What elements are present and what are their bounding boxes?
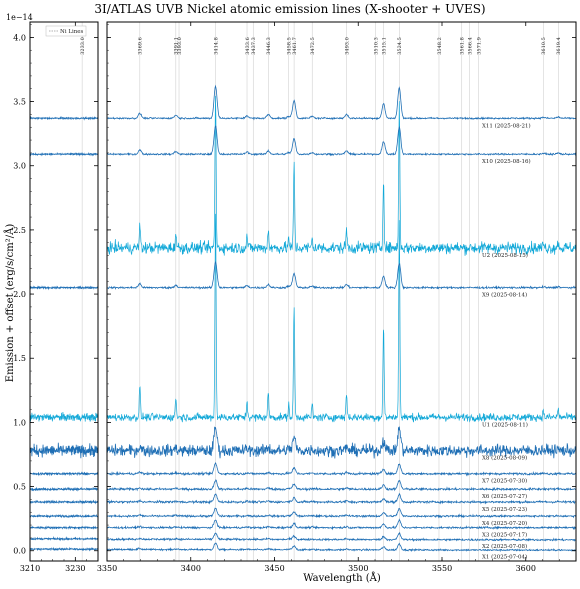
y-tick-label: 3.0 [13, 162, 26, 171]
ni-line-label: 3561.8 [460, 37, 466, 55]
ni-line-label: 3433.6 [245, 37, 251, 55]
series-line-5 [107, 479, 576, 492]
series-label: X2 (2025-07-08) [482, 543, 527, 550]
series-line-5 [30, 486, 98, 492]
y-tick-label: 1.5 [13, 354, 26, 363]
series-line-3 [107, 507, 576, 519]
series-label: U1 (2025-08-11) [482, 421, 528, 428]
series-line-6 [107, 462, 576, 477]
y-tick-label: 4.0 [13, 33, 26, 42]
series-line-3 [30, 513, 98, 519]
series-line-12 [107, 84, 576, 121]
ni-line-label: 3493.0 [344, 37, 350, 55]
ni-line-label: 3619.4 [556, 37, 562, 55]
ni-line-label: 3233.0 [80, 37, 86, 55]
y-tick-label: 0.0 [13, 547, 26, 556]
ni-line-label: 3524.5 [397, 37, 403, 55]
chart-title: 3I/ATLAS UVB Nickel atomic emission line… [94, 2, 485, 16]
ni-line-label: 3566.4 [467, 37, 473, 55]
series-label: X3 (2025-07-17) [482, 532, 527, 539]
series-label: X9 (2025-08-14) [482, 292, 527, 299]
x-tick-label: 3600 [516, 564, 536, 573]
tick-layer: X1 (2025-07-04) X2 (2025-07-08) X3 (2025-0… [13, 22, 577, 573]
legend-box [45, 25, 87, 37]
ni-line-label: 3369.6 [138, 37, 144, 55]
x-tick-label: 3400 [181, 564, 201, 573]
y-tick-label: 3.5 [13, 98, 26, 107]
y-tick-label: 2.0 [13, 290, 26, 299]
panel-frame-0 [29, 21, 99, 562]
series-line-9 [107, 260, 576, 290]
ni-line-label: 3510.3 [373, 37, 379, 55]
series-line-8 [30, 412, 98, 423]
series-label: U2 (2025-08-15) [482, 252, 528, 259]
x-tick-label: 3350 [97, 564, 117, 573]
ni-line-label: 3472.5 [310, 37, 316, 55]
series-label: X4 (2025-07-20) [482, 520, 527, 527]
x-tick-label: 3450 [264, 564, 284, 573]
series-label: X10 (2025-08-16) [482, 158, 531, 165]
series-label: X8 (2025-08-09) [482, 455, 527, 462]
series-line-11 [107, 125, 576, 157]
series-line-1 [30, 535, 98, 542]
left-panel-lines: 3233.0 [80, 22, 86, 561]
ni-line-label: 3414.8 [213, 37, 219, 55]
x-axis-label: Wavelength (Å) [303, 572, 381, 584]
series-line-8 [107, 213, 576, 423]
ni-line-label: 3461.7 [292, 37, 298, 55]
x-tick-label: 3210 [20, 564, 40, 573]
series-line-7 [107, 426, 576, 459]
series-line-4 [107, 492, 576, 505]
ni-line-label: 3391.1 [174, 37, 180, 55]
series-line-1 [107, 531, 576, 542]
x-tick-label: 3230 [65, 564, 85, 573]
ni-line-label: 3393.0 [177, 37, 183, 55]
y-tick-label: 1.0 [13, 418, 26, 427]
series-label: X11 (2025-08-21) [482, 122, 531, 129]
series-line-9 [30, 285, 98, 291]
series-line-0 [30, 546, 98, 552]
series-label: X6 (2025-07-27) [482, 493, 527, 500]
ni-line-label: 3458.5 [287, 37, 293, 55]
x-tick-label: 3550 [432, 564, 452, 573]
legend-label: Ni Lines [60, 29, 84, 35]
series-layer [30, 84, 576, 553]
series-line-6 [30, 470, 98, 477]
series-label: X7 (2025-07-30) [482, 478, 527, 485]
y-tick-label: 2.5 [13, 226, 26, 235]
ni-line-label: 3571.9 [476, 37, 482, 55]
series-line-10 [107, 95, 576, 256]
y-axis-label: Emission + offset (erg/s/cm²/Å) [4, 224, 16, 383]
y-scale-label: 1e−14 [6, 13, 33, 22]
series-line-7 [30, 442, 98, 459]
series-line-4 [30, 499, 98, 505]
series-label: X5 (2025-07-23) [482, 506, 527, 513]
ni-line-label: 3548.2 [437, 37, 443, 55]
ni-line-label: 3610.5 [541, 37, 547, 55]
series-line-12 [30, 115, 98, 121]
series-line-2 [107, 518, 576, 531]
legend: Ni Lines [45, 25, 87, 37]
series-line-0 [107, 542, 576, 553]
series-line-11 [30, 151, 98, 157]
ni-line-label: 3515.1 [381, 37, 387, 55]
series-label: X1 (2025-07-04) [482, 553, 527, 560]
y-tick-label: 0.5 [13, 483, 26, 492]
x-tick-label: 3500 [348, 564, 368, 573]
series-line-2 [30, 525, 98, 531]
ni-line-label: 3446.3 [266, 37, 272, 55]
ni-line-label: 3437.3 [251, 37, 257, 55]
